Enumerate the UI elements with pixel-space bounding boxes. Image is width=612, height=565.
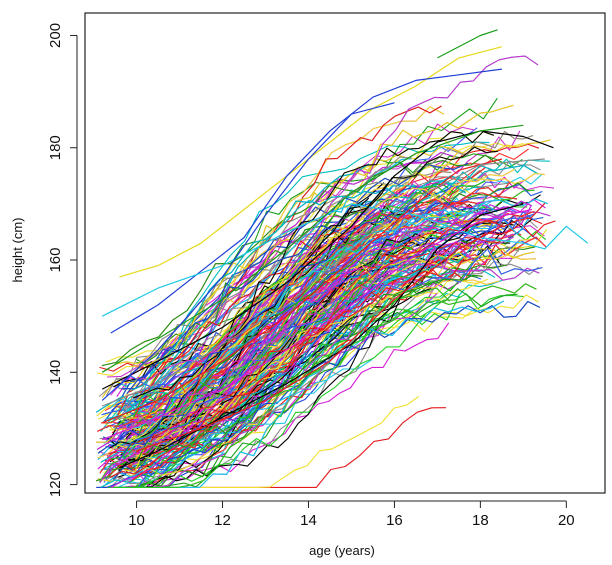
growth-curve-line — [117, 198, 548, 453]
series-layer — [95, 29, 589, 488]
y-tick-label: 140 — [47, 360, 64, 385]
growth-curve-line — [131, 202, 546, 446]
growth-curve-line — [129, 239, 532, 436]
series-line — [101, 124, 524, 373]
x-tick-label: 18 — [472, 512, 489, 529]
growth-curve-line — [136, 246, 385, 425]
growth-curve-line — [120, 153, 523, 425]
x-tick-label: 10 — [128, 512, 145, 529]
series-line — [101, 158, 503, 424]
growth-curve-line — [106, 163, 370, 419]
plot-frame — [84, 12, 606, 494]
growth-curve-line — [118, 198, 418, 461]
growth-curve-line — [132, 182, 529, 448]
series-line — [101, 130, 554, 390]
x-tick-label: 20 — [558, 512, 575, 529]
x-tick-label: 14 — [300, 512, 317, 529]
x-tick-label: 12 — [214, 512, 231, 529]
growth-curve-line — [127, 300, 504, 465]
growth-curve-line — [133, 146, 499, 399]
growth-curve-line — [138, 246, 519, 451]
growth-curve-line — [135, 254, 537, 460]
x-axis-label: age (years) — [309, 543, 375, 558]
y-tick-label: 180 — [47, 135, 64, 160]
series-line — [101, 208, 533, 441]
y-axis: 120 140 160 180 200 — [47, 23, 78, 497]
growth-curve-line — [124, 248, 535, 473]
growth-curve-line — [115, 104, 514, 365]
growth-curve-line — [109, 257, 475, 478]
series-line — [101, 158, 545, 407]
growth-curve-line — [103, 184, 457, 422]
growth-curve-line — [126, 202, 493, 394]
growth-curve-line — [134, 277, 500, 460]
growth-curve-line — [136, 274, 483, 463]
growth-curve-line — [117, 220, 556, 474]
growth-curve-line — [105, 248, 520, 485]
growth-curve-line — [101, 139, 551, 398]
y-tick-label: 120 — [47, 472, 64, 497]
growth-curve-line — [132, 274, 410, 418]
series-line — [119, 203, 524, 469]
growth-curve-line — [99, 267, 540, 460]
growth-curve-line — [105, 106, 445, 409]
series-line — [136, 225, 503, 452]
growth-curve-line — [115, 170, 452, 381]
series-line — [437, 29, 498, 59]
growth-curve-line — [110, 245, 473, 442]
series-line — [101, 102, 395, 401]
growth-curve-line — [99, 236, 547, 474]
x-axis: 10 12 14 16 18 20 — [128, 500, 575, 529]
y-tick-label: 200 — [47, 23, 64, 48]
growth-curve-line — [130, 185, 390, 404]
growth-curve-line — [117, 202, 474, 416]
growth-curve-line — [131, 248, 543, 441]
growth-curve-line — [101, 200, 533, 480]
growth-curve-line — [112, 293, 438, 488]
growth-curve-line — [126, 202, 498, 429]
series-line — [110, 68, 502, 334]
x-tick-label: 16 — [386, 512, 403, 529]
series-line — [101, 203, 589, 317]
growth-curve-line — [118, 168, 516, 442]
y-tick-label: 160 — [47, 248, 64, 273]
y-axis-label: height (cm) — [10, 217, 25, 282]
